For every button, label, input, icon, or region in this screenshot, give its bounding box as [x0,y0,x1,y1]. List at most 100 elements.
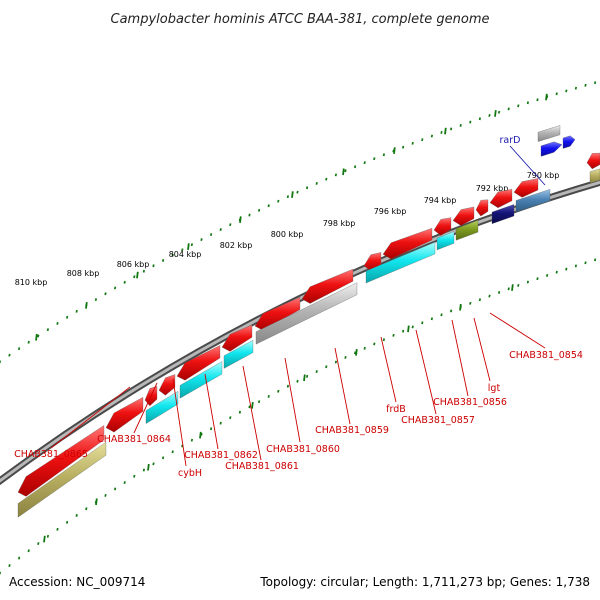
gene-label[interactable]: CHAB381_0865 [14,449,88,460]
gene-feature-cyan[interactable] [145,391,179,424]
outer-tick [8,353,11,357]
outer-tick [574,86,578,90]
outer-tick [277,199,280,203]
gene-label[interactable]: rarD [500,135,521,146]
outer-tick [315,182,318,185]
outer-tick [229,223,232,227]
label-leader-line [334,347,351,425]
inner-tick [421,321,424,325]
inner-tick [353,351,357,355]
inner-tick [497,291,501,294]
gene-label[interactable]: CHAB381_0857 [401,415,475,426]
inner-tick [277,389,280,393]
gene-feature-cyan[interactable] [179,361,223,399]
outer-tick [65,315,69,319]
inner-tick-major [199,431,202,439]
outer-tick [555,92,558,96]
gene-feature-red[interactable] [513,178,539,198]
inner-tick [536,277,539,281]
gene-label[interactable]: lgt [488,383,501,394]
outer-tick-major [545,93,548,101]
inner-tick [37,542,40,545]
inner-tick [104,494,107,497]
gene-feature-blue[interactable] [562,135,576,149]
outer-tick [27,340,30,344]
gene-feature-cyan[interactable] [223,339,254,369]
outer-tick [142,269,146,273]
gene-label[interactable]: CHAB381_0862 [184,450,258,461]
inner-tick [190,438,194,442]
inner-tick [478,298,482,302]
gene-feature-red[interactable] [489,189,513,208]
outer-tick [94,298,98,301]
gene-feature-steelblue[interactable] [515,189,551,213]
outer-tick [382,153,386,157]
gene-label[interactable]: CHAB381_0854 [509,350,583,361]
gene-feature-red[interactable] [301,268,354,304]
gene-label[interactable]: cybH [178,468,202,479]
outer-tick [421,138,424,142]
inner-tick [113,487,117,491]
gene-label[interactable]: CHAB381_0859 [315,425,389,436]
outer-tick [430,134,434,138]
gene-label[interactable]: CHAB381_0860 [266,444,340,455]
outer-tick [344,169,347,173]
gene-feature-khaki[interactable] [589,168,600,184]
gene-label[interactable]: CHAB381_0856 [433,397,507,408]
outer-tick [440,131,443,134]
outer-tick [56,322,59,325]
inner-tick [517,284,520,287]
gene-feature-red[interactable] [475,199,489,217]
gene-feature-grey[interactable] [537,125,561,142]
outer-tick [209,233,213,236]
gene-feature-grey[interactable] [255,282,358,345]
gene-feature-red[interactable] [17,425,105,497]
tick-label: 808 kbp [67,269,100,278]
outer-tick [488,114,491,117]
outer-tick-major [494,110,497,117]
inner-tick-major [303,374,306,382]
gene-feature-cyan[interactable] [436,231,455,251]
tick-label: 790 kbp [527,171,560,180]
gene-feature-red[interactable] [452,206,475,226]
label-leader-line [451,319,469,397]
gene-feature-olive[interactable] [455,220,479,241]
gene-feature-red[interactable] [221,324,253,352]
inner-tick [325,365,328,369]
outer-tick [17,347,21,351]
inner-tick [315,370,318,373]
inner-tick [565,267,568,271]
gene-feature-blue[interactable] [540,141,563,157]
gene-feature-navy[interactable] [491,204,515,225]
gene-feature-red[interactable] [586,152,600,170]
inner-tick [171,450,174,454]
inner-tick [401,329,405,333]
gene-feature-red[interactable] [176,345,221,381]
inner-tick [363,346,366,350]
gene-label[interactable]: frdB [386,404,406,415]
outer-tick [46,328,50,332]
inner-tick [440,313,443,317]
outer-tick [469,120,472,124]
inner-tick [161,456,165,460]
gene-feature-khaki[interactable] [17,441,107,518]
gene-feature-red[interactable] [433,217,452,236]
gene-feature-red[interactable] [105,396,144,433]
outer-tick [248,213,251,217]
outer-tick [565,89,568,93]
label-layer: rarDCHAB381_0854lgtCHAB381_0856frdBCHAB3… [14,135,583,479]
inner-tick-major [355,348,358,356]
inner-tick [507,287,510,291]
gene-feature-red[interactable] [382,227,433,260]
inner-tick [123,481,126,484]
outer-tick [37,334,40,338]
inner-tick [584,261,587,265]
outer-tick [373,157,376,161]
gene-feature-cyan[interactable] [365,241,436,284]
gene-label[interactable]: CHAB381_0861 [225,461,299,472]
label-leader-line [204,373,219,450]
gene-label[interactable]: CHAB381_0864 [97,434,171,445]
inner-tick [142,468,146,472]
gene-feature-red[interactable] [158,374,176,396]
outer-tick [517,104,520,108]
